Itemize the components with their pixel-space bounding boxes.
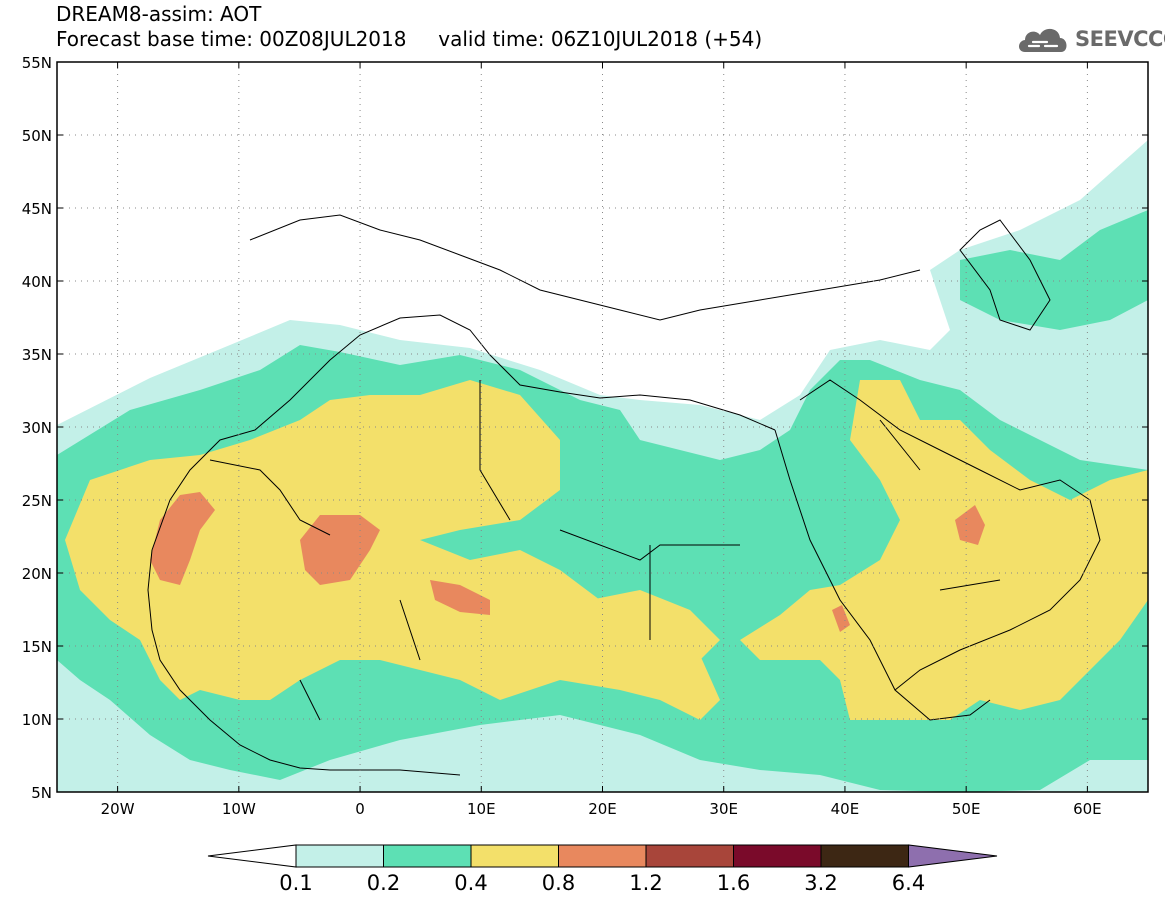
lon-tick-labels: 20W 10W 0 10E 20E 30E 40E 50E 60E xyxy=(101,800,1102,818)
aot-contour-0.8-niger xyxy=(430,580,490,615)
colorbar-bin xyxy=(645,844,734,868)
map-title: DREAM8-assim: AOT xyxy=(56,2,262,26)
lat-tick-labels: 55N 50N 45N 40N 35N 30N 25N 20N 15N 10N 5N xyxy=(22,54,52,802)
coastline-caspian xyxy=(959,219,1051,331)
aot-contour-0.4-west xyxy=(65,380,720,720)
border-lines xyxy=(209,380,1001,721)
colorbar-bin xyxy=(733,844,822,868)
colorbar-label: 6.4 xyxy=(892,871,925,895)
lon-tick-label: 10W xyxy=(222,800,256,818)
colorbar-high-extend xyxy=(908,844,998,868)
lon-tick-label: 30E xyxy=(709,800,738,818)
lon-tick-label: 50E xyxy=(952,800,981,818)
coastline-africa-west xyxy=(147,549,461,776)
lat-tick-label: 35N xyxy=(22,346,52,364)
colorbar-bin xyxy=(470,844,559,868)
aot-contour-0.2-caspian xyxy=(960,210,1148,330)
valid-time: valid time: 06Z10JUL2018 (+54) xyxy=(438,27,763,51)
lat-tick-label: 55N xyxy=(22,54,52,72)
coastline-arabia xyxy=(799,379,1101,691)
colorbar-bin xyxy=(558,844,647,868)
lon-tick-label: 10E xyxy=(467,800,496,818)
lat-tick-label: 20N xyxy=(22,565,52,583)
aot-contour-0.4-east xyxy=(740,380,1148,720)
colorbar-bin xyxy=(295,844,384,868)
lon-tick-label: 20W xyxy=(101,800,135,818)
map-subtitle: Forecast base time: 00Z08JUL2018 valid t… xyxy=(56,27,762,51)
lat-tick-label: 30N xyxy=(22,419,52,437)
lon-tick-label: 60E xyxy=(1073,800,1102,818)
aot-contour-0.4-sahel xyxy=(590,590,720,660)
lat-tick-label: 50N xyxy=(22,127,52,145)
coastlines xyxy=(147,214,1101,776)
axis-ticks xyxy=(57,61,1148,793)
forecast-base-time: Forecast base time: 00Z08JUL2018 xyxy=(56,27,407,51)
lat-tick-label: 40N xyxy=(22,273,52,291)
coastline-africa-north xyxy=(151,314,776,551)
lon-tick-label: 0 xyxy=(355,800,365,818)
aot-contour-0.8-arabia xyxy=(955,505,985,545)
lat-tick-label: 10N xyxy=(22,711,52,729)
coastline-red-sea xyxy=(774,429,991,721)
colorbar-bin xyxy=(383,844,472,868)
colorbar: 0.1 0.2 0.4 0.8 1.2 1.6 3.2 6.4 xyxy=(207,844,998,895)
colorbar-low-extend xyxy=(207,844,297,868)
cloud-icon xyxy=(1019,28,1067,52)
colorbar-label: 0.2 xyxy=(367,871,400,895)
logo-text: SEEVCCC xyxy=(1075,27,1165,51)
aot-contour-0.8-algeria xyxy=(300,515,380,585)
lat-tick-label: 5N xyxy=(31,784,52,802)
colorbar-label: 3.2 xyxy=(804,871,837,895)
coastline-europe xyxy=(249,214,921,321)
aot-contour-0.8-morocco xyxy=(150,492,215,585)
lon-tick-label: 40E xyxy=(831,800,860,818)
lat-tick-label: 25N xyxy=(22,492,52,510)
colorbar-bin xyxy=(820,844,909,868)
colorbar-label: 0.4 xyxy=(454,871,487,895)
colorbar-label: 1.2 xyxy=(629,871,662,895)
aot-field xyxy=(57,140,1148,792)
lon-tick-label: 20E xyxy=(588,800,617,818)
aot-contour-0.8-eritrea xyxy=(832,605,850,632)
lat-tick-label: 15N xyxy=(22,638,52,656)
lat-tick-label: 45N xyxy=(22,200,52,218)
colorbar-label: 0.8 xyxy=(542,871,575,895)
seevccc-logo: SEEVCCC xyxy=(1015,22,1165,56)
colorbar-label: 0.1 xyxy=(279,871,312,895)
colorbar-label: 1.6 xyxy=(717,871,750,895)
